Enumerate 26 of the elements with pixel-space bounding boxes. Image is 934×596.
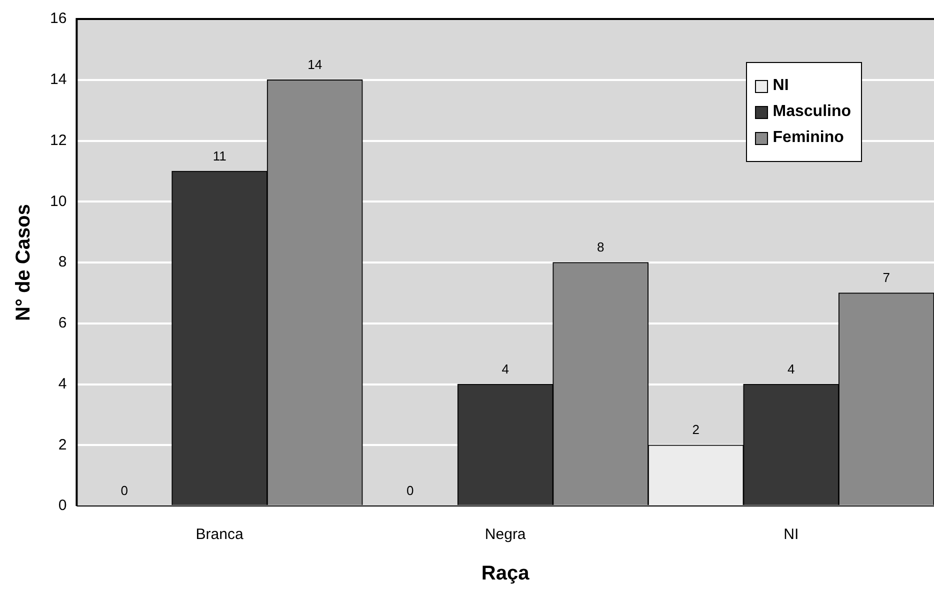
legend-label: Feminino [772, 129, 844, 147]
data-label: 11 [212, 148, 226, 164]
y-axis-title: N° de Casos [12, 204, 35, 321]
y-tick-label: 16 [50, 10, 67, 28]
data-label: 7 [882, 270, 890, 286]
y-tick-label: 6 [58, 314, 67, 332]
y-tick-label: 2 [58, 436, 67, 454]
data-label: 0 [120, 483, 128, 498]
x-tick-label: Negra [484, 526, 526, 544]
y-tick-label: 4 [58, 375, 67, 392]
y-tick-label: 14 [50, 71, 67, 88]
y-tick-label: 10 [50, 192, 67, 210]
data-label: 4 [502, 361, 509, 376]
legend-label: Masculino [772, 103, 851, 121]
x-tick-label: NI [784, 526, 799, 544]
x-tick-label: Branca [196, 526, 244, 544]
data-label: 0 [406, 483, 414, 498]
y-tick-label: 8 [58, 254, 67, 271]
data-label: 8 [596, 240, 604, 255]
legend-label: NI [772, 77, 789, 95]
x-axis-title: Raça [481, 562, 530, 585]
data-label: 14 [308, 56, 322, 72]
y-tick-label: 0 [58, 497, 67, 514]
data-label: 4 [787, 361, 795, 376]
y-tick-label: 12 [50, 132, 67, 149]
data-label: 2 [692, 422, 700, 438]
